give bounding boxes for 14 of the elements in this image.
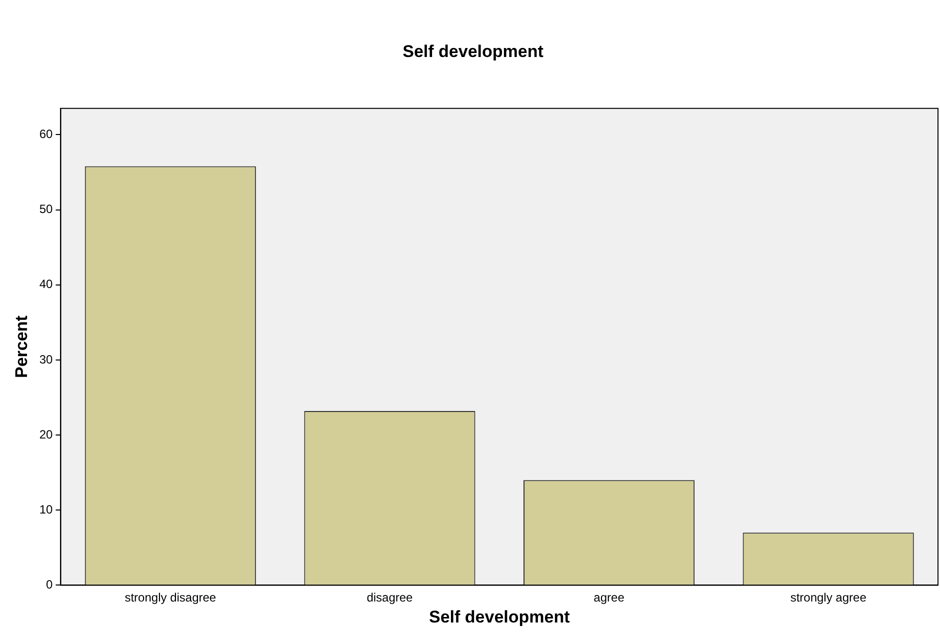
y-tick-label: 50 <box>39 202 54 216</box>
x-tick-label: agree <box>594 590 625 605</box>
y-tick-label: 60 <box>39 126 54 141</box>
y-tick-label: 30 <box>39 352 54 366</box>
y-axis-title: Percent <box>12 315 31 378</box>
x-tick-label: disagree <box>366 590 414 605</box>
x-tick-label: strongly disagree <box>124 590 216 605</box>
x-tick-label: strongly agree <box>790 590 867 605</box>
y-tick-label: 40 <box>39 277 54 292</box>
chart-title: Self development <box>402 42 544 61</box>
x-axis-title: Self development <box>428 607 570 626</box>
y-tick-label: 0 <box>46 578 54 592</box>
y-tick-label: 10 <box>39 502 54 516</box>
y-tick-label: 20 <box>39 427 54 442</box>
